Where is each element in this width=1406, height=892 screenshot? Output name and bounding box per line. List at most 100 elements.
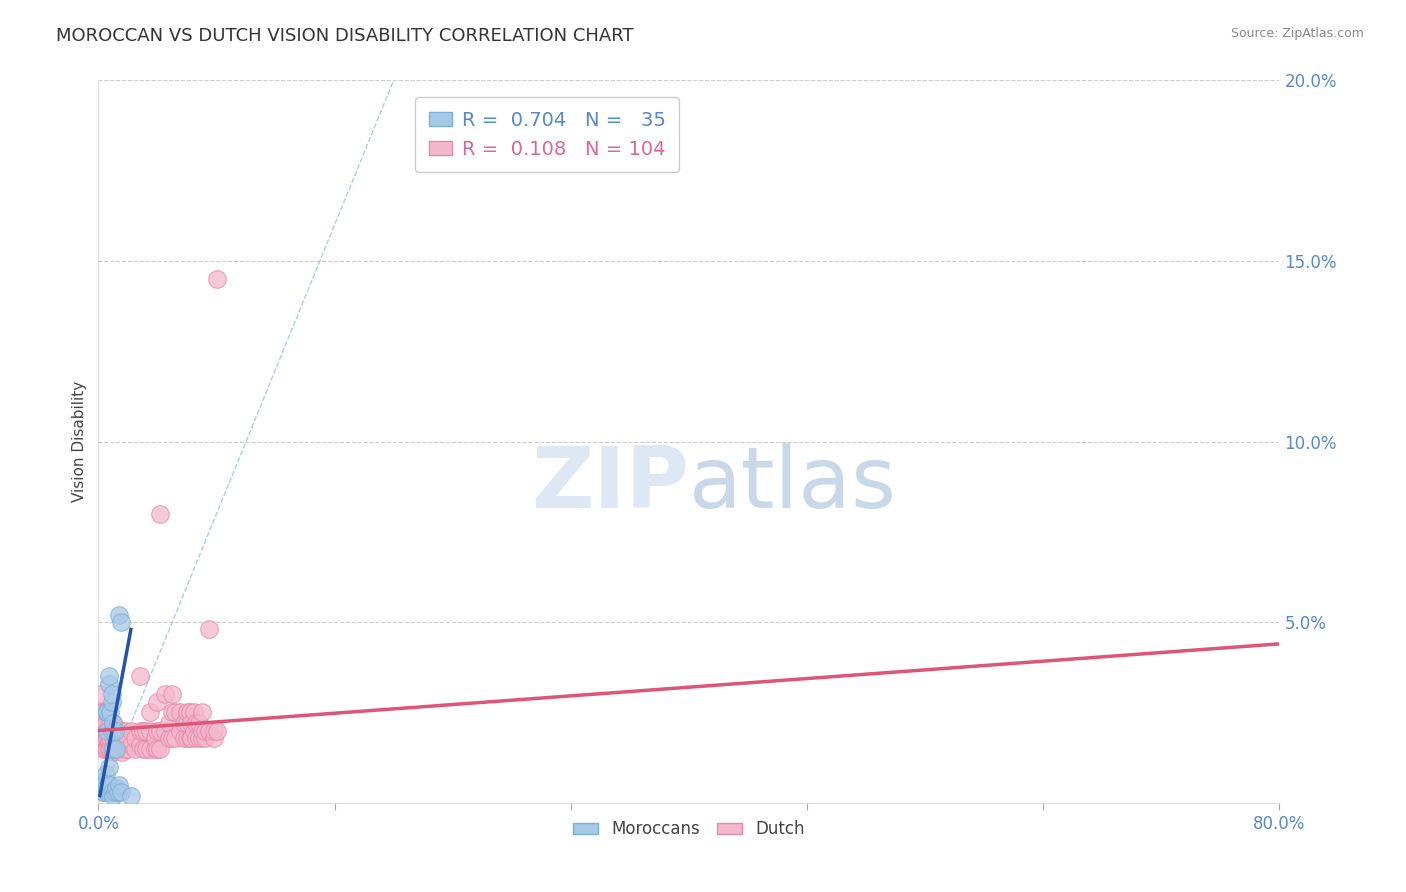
- Point: [91, 781, 114, 796]
- Point: [120, 738, 142, 752]
- Point: [103, 789, 125, 803]
- Point: [94, 767, 117, 781]
- Point: [108, 607, 131, 622]
- Text: ZIP: ZIP: [531, 443, 689, 526]
- Point: [107, 723, 129, 738]
- Y-axis label: Vision Disability: Vision Disability: [72, 381, 87, 502]
- Point: [146, 695, 169, 709]
- Point: [205, 272, 228, 286]
- Point: [124, 731, 146, 745]
- Point: [194, 731, 217, 745]
- Point: [128, 669, 150, 683]
- Point: [187, 731, 209, 745]
- Point: [135, 741, 157, 756]
- Point: [91, 716, 114, 731]
- Point: [97, 741, 120, 756]
- Point: [187, 716, 209, 731]
- Point: [91, 785, 114, 799]
- Point: [97, 734, 120, 748]
- Point: [90, 687, 112, 701]
- Point: [93, 774, 115, 789]
- Point: [98, 731, 121, 745]
- Point: [149, 741, 172, 756]
- Point: [111, 745, 134, 759]
- Point: [169, 706, 191, 720]
- Point: [107, 734, 129, 748]
- Legend: Moroccans, Dutch: Moroccans, Dutch: [567, 814, 811, 845]
- Point: [103, 741, 125, 756]
- Point: [139, 723, 162, 738]
- Point: [97, 669, 120, 683]
- Point: [191, 731, 214, 745]
- Point: [105, 741, 128, 756]
- Point: [90, 706, 112, 720]
- Point: [114, 741, 136, 756]
- Point: [173, 716, 195, 731]
- Point: [103, 731, 125, 745]
- Point: [93, 785, 115, 799]
- Point: [173, 731, 195, 745]
- Point: [103, 716, 125, 731]
- Point: [107, 741, 129, 756]
- Point: [191, 706, 214, 720]
- Point: [94, 706, 117, 720]
- Point: [194, 723, 217, 738]
- Point: [98, 706, 121, 720]
- Point: [93, 731, 115, 745]
- Text: atlas: atlas: [689, 443, 897, 526]
- Point: [91, 723, 114, 738]
- Point: [94, 731, 117, 745]
- Point: [114, 723, 136, 738]
- Point: [100, 723, 122, 738]
- Point: [100, 785, 122, 799]
- Point: [117, 731, 139, 745]
- Point: [103, 716, 125, 731]
- Point: [98, 716, 121, 731]
- Point: [180, 731, 202, 745]
- Point: [117, 741, 139, 756]
- Text: Source: ZipAtlas.com: Source: ZipAtlas.com: [1230, 27, 1364, 40]
- Point: [146, 741, 169, 756]
- Point: [96, 785, 118, 799]
- Point: [91, 741, 114, 756]
- Point: [202, 731, 225, 745]
- Point: [191, 723, 214, 738]
- Point: [97, 723, 120, 738]
- Point: [153, 687, 176, 701]
- Point: [176, 716, 198, 731]
- Point: [132, 723, 155, 738]
- Point: [135, 723, 157, 738]
- Point: [162, 687, 183, 701]
- Point: [183, 706, 205, 720]
- Point: [90, 731, 112, 745]
- Point: [176, 706, 198, 720]
- Point: [97, 760, 120, 774]
- Point: [124, 741, 146, 756]
- Point: [96, 723, 118, 738]
- Point: [120, 789, 142, 803]
- Point: [104, 785, 127, 799]
- Point: [100, 687, 122, 701]
- Point: [110, 785, 132, 799]
- Point: [198, 723, 221, 738]
- Point: [97, 676, 120, 690]
- Point: [98, 778, 121, 792]
- Point: [94, 741, 117, 756]
- Point: [108, 778, 131, 792]
- Point: [96, 741, 118, 756]
- Point: [94, 716, 117, 731]
- Point: [149, 723, 172, 738]
- Point: [157, 716, 180, 731]
- Point: [128, 723, 150, 738]
- Point: [91, 706, 114, 720]
- Point: [90, 778, 112, 792]
- Point: [110, 741, 132, 756]
- Point: [179, 706, 201, 720]
- Point: [128, 738, 150, 752]
- Point: [105, 741, 128, 756]
- Point: [143, 731, 166, 745]
- Point: [110, 723, 132, 738]
- Point: [120, 723, 142, 738]
- Point: [96, 731, 118, 745]
- Point: [105, 731, 128, 745]
